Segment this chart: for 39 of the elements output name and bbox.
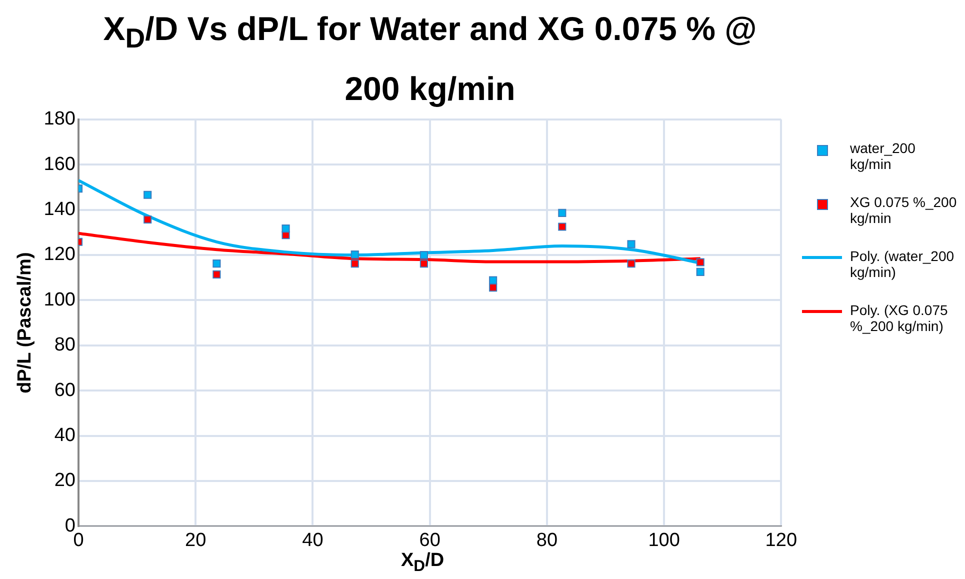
y-tick-label: 140: [44, 199, 76, 220]
y-tick-label: 180: [44, 108, 76, 130]
point: [350, 260, 359, 268]
legend-label: water_200 kg/min: [850, 140, 916, 172]
point: [212, 260, 221, 268]
point: [558, 208, 566, 217]
y-tick-label: 120: [44, 244, 76, 266]
point: [144, 190, 152, 199]
point: [696, 258, 704, 266]
y-axis-title: dP/L (Pascal/m): [14, 252, 36, 394]
x-tick-label: 80: [536, 530, 558, 551]
point: [420, 250, 428, 260]
point: [212, 270, 221, 278]
x-tick-label: 120: [765, 530, 797, 551]
point: [282, 224, 290, 233]
chart-title: X$_{D}$/D Vs dP/L for Water and XG 0.075 % @ 200 kg/min: [102, 9, 758, 109]
y-tick-label: 160: [44, 154, 76, 175]
y-tick-label: 60: [54, 380, 76, 401]
legend-label: Poly. (water_200 kg/min): [850, 248, 956, 280]
legend-label: XG 0.075 %_200 kg/min: [850, 194, 958, 226]
point: [627, 240, 636, 248]
point: [696, 268, 704, 276]
y-tick-label: 20: [54, 470, 76, 492]
y-tick-label: 40: [54, 425, 76, 446]
x-axis-title: X$_{D}$/D: [400, 550, 446, 576]
point: [627, 260, 636, 268]
y-tick-label: 0: [64, 515, 76, 536]
x-tick-label: 100: [648, 530, 680, 551]
point: [558, 222, 566, 231]
point: [350, 250, 359, 259]
x-tick-label: 40: [302, 530, 324, 551]
x-tick-label: 20: [185, 530, 206, 551]
y-tick-label: 80: [54, 334, 76, 356]
point: [489, 276, 498, 284]
point: [144, 215, 152, 224]
x-tick-label: 60: [419, 530, 440, 551]
legend-label: Poly. (XG 0.075 %_200 kg/min): [850, 302, 949, 334]
point: [420, 260, 428, 268]
y-tick-label: 100: [44, 289, 76, 310]
